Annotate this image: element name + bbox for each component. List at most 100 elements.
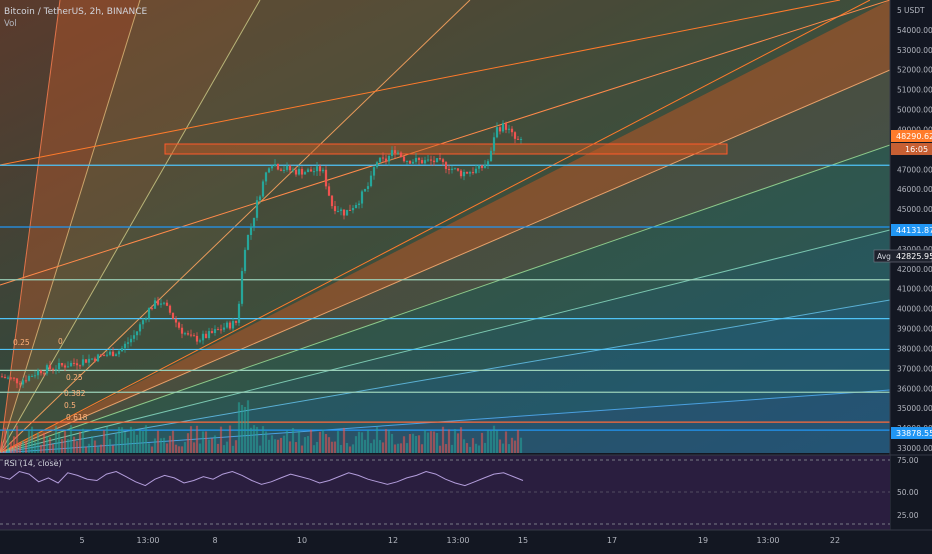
candle-body [411, 161, 415, 164]
price-tick: 45000.00 [897, 205, 932, 214]
volume-bar [267, 439, 271, 453]
avg-badge [873, 249, 932, 263]
candle-body [27, 375, 31, 381]
time-tick: 12 [388, 536, 398, 545]
volume-bar [54, 425, 58, 453]
candle-body [156, 300, 160, 305]
volume-label: Vol [4, 19, 17, 29]
candle-body [339, 209, 343, 211]
candle-body [237, 303, 241, 323]
volume-bar [213, 435, 217, 453]
volume-bar [294, 442, 298, 453]
candle-body [396, 152, 400, 154]
candle-body [357, 203, 361, 206]
volume-bar [90, 436, 94, 453]
volume-bar [516, 429, 520, 453]
volume-bar [0, 441, 4, 453]
horizontal-levels [0, 164, 890, 431]
volume-bar [234, 440, 238, 453]
volume-bar [165, 443, 169, 453]
volume-bar [354, 436, 358, 453]
volume-bar [351, 444, 355, 453]
volume-bar [72, 436, 76, 453]
candle-body [504, 123, 508, 130]
candle-body [189, 334, 193, 336]
candle-body [366, 186, 370, 189]
level-lower: 33878.55 [896, 429, 932, 438]
volume-bar [123, 432, 127, 453]
candle-body [498, 127, 502, 132]
candle-body [9, 377, 13, 379]
symbol-title[interactable]: Bitcoin / TetherUS, 2h, BINANCE [4, 7, 148, 17]
volume-bar [105, 426, 109, 453]
candle-body [459, 170, 463, 177]
volume-bar [171, 430, 175, 453]
volume-bar [303, 437, 307, 453]
fib-label: 0.618 [66, 413, 88, 422]
candle-body [336, 210, 340, 212]
candle-body [6, 377, 10, 379]
price-tick: 39000.00 [897, 325, 932, 334]
volume-bar [126, 437, 130, 453]
price-tick: 46000.00 [897, 185, 932, 194]
resistance-zone[interactable] [164, 143, 728, 155]
time-tick: 13:00 [756, 536, 779, 545]
volume-bar [480, 432, 484, 453]
candle-body [162, 302, 166, 304]
candle-body [99, 354, 103, 356]
candle-body [402, 156, 406, 162]
candle-body [369, 175, 373, 187]
volume-bar [18, 442, 22, 453]
time-tick-labels: 5 13:00 8 10 12 13:00 15 17 19 13:00 22 [79, 536, 840, 545]
volume-bar [138, 429, 142, 453]
volume-bar [24, 441, 28, 453]
candle-body [465, 171, 469, 174]
candle-body [30, 375, 34, 377]
candle-body [492, 137, 496, 151]
countdown: 16:05 [905, 145, 928, 154]
candle-body [270, 166, 274, 169]
volume-bar [438, 445, 442, 453]
candle-body [204, 333, 208, 338]
candle-body [171, 312, 175, 319]
rsi-label: RSI (14, close) [4, 459, 62, 468]
candle-body [219, 329, 223, 331]
volume-bar [99, 444, 103, 453]
volume-bar [42, 432, 46, 453]
volume-bar [132, 428, 136, 453]
candle-body [177, 322, 181, 328]
volume-bar [357, 431, 361, 453]
volume-bar [15, 425, 19, 453]
candle-body [264, 172, 268, 182]
candle-body [414, 157, 418, 162]
rsi-line [0, 470, 524, 487]
volume-bar [411, 433, 415, 453]
candle-body [321, 169, 325, 172]
candle-body [57, 363, 61, 370]
candle-body [252, 217, 256, 227]
volume-bar [48, 437, 52, 453]
volume-bar [120, 427, 124, 453]
volume-bar [198, 443, 202, 453]
volume-bar [372, 439, 376, 453]
price-tick: 42000.00 [897, 265, 932, 274]
candle-body [327, 186, 331, 196]
volume-bar [501, 443, 505, 453]
candle-body [102, 355, 106, 357]
candle-body [261, 181, 265, 197]
volume-bar [423, 429, 427, 453]
candle-body [75, 363, 79, 366]
candle-body [447, 169, 451, 171]
price-axis[interactable] [890, 0, 932, 550]
candle-body [318, 166, 322, 172]
candle-body [33, 375, 37, 377]
time-axis[interactable] [0, 530, 932, 550]
volume-bar [222, 445, 226, 453]
volume-bar [396, 443, 400, 453]
candle-body [216, 329, 220, 331]
price-tick: 40000.00 [897, 305, 932, 314]
candle-body [408, 160, 412, 164]
volume-bar [273, 439, 277, 453]
price-tick: 52000.00 [897, 66, 932, 75]
